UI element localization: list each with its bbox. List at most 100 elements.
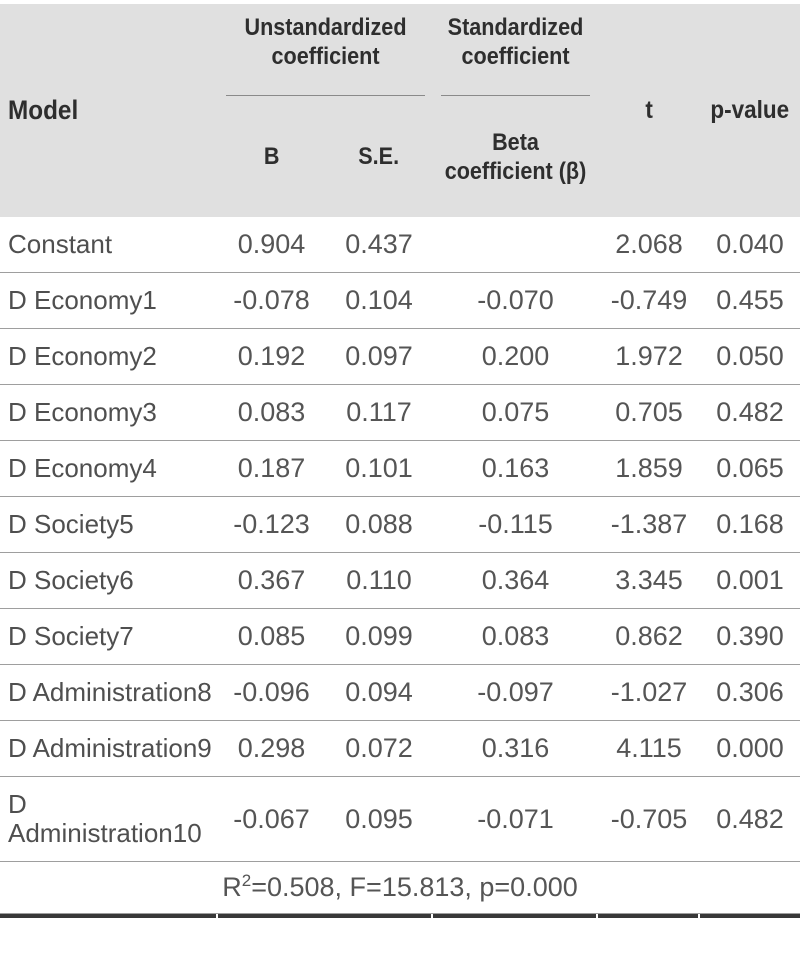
model-fit-r-superscript: 2 (241, 871, 252, 890)
beta-cell: 0.163 (481, 453, 550, 483)
p-value-cell: 0.040 (716, 229, 784, 259)
beta-cell: 0.075 (481, 397, 550, 427)
regression-table: Model Unstandardized coefficient Standar… (0, 4, 800, 914)
model-fit-r: R (222, 872, 242, 902)
p-value-cell: 0.455 (716, 285, 784, 315)
model-cell: D Administration10 (8, 789, 202, 848)
t-cell: 3.345 (615, 565, 683, 595)
beta-cell (433, 217, 598, 273)
table-row: D Economy2 0.192 0.097 0.200 1.972 0.050 (0, 329, 800, 385)
bottom-border-segment-beta (433, 914, 598, 918)
t-cell: 0.705 (615, 397, 683, 427)
unstandardized-group-inner: Unstandardized coefficient (218, 4, 433, 96)
se-cell: 0.072 (345, 733, 413, 763)
beta-cell: -0.097 (477, 677, 554, 707)
header-se: S.E. (325, 96, 433, 217)
table-row: D Economy3 0.083 0.117 0.075 0.705 0.482 (0, 385, 800, 441)
model-cell: D Economy2 (8, 341, 157, 371)
table-row: D Society7 0.085 0.099 0.083 0.862 0.390 (0, 609, 800, 665)
se-cell: 0.097 (345, 341, 413, 371)
t-cell: -1.387 (610, 509, 688, 539)
beta-cell: 0.200 (481, 341, 550, 371)
table-header: Model Unstandardized coefficient Standar… (0, 4, 800, 217)
header-beta: Beta coefficient (β) (433, 96, 598, 217)
b-cell: 0.085 (237, 621, 306, 651)
header-sub-row: B S.E. Beta coefficient (β) (0, 96, 800, 217)
header-b: B (218, 96, 325, 217)
table-row: D Society5 -0.123 0.088 -0.115 -1.387 0.… (0, 497, 800, 553)
bottom-border-segment-p (700, 914, 800, 918)
t-cell: 4.115 (616, 733, 682, 763)
p-value-cell: 0.000 (716, 733, 784, 763)
t-cell: 2.068 (615, 229, 683, 259)
model-cell: D Economy3 (8, 397, 157, 427)
model-cell: D Society6 (8, 565, 134, 595)
standardized-group-label: Standardized coefficient (447, 14, 584, 70)
beta-cell: -0.071 (477, 803, 554, 834)
t-cell: 1.859 (615, 453, 683, 483)
b-cell: -0.067 (233, 803, 310, 834)
p-value-cell: 0.306 (716, 677, 784, 707)
table-body: Constant 0.904 0.437 2.068 0.040 D Econo… (0, 217, 800, 862)
se-cell: 0.437 (345, 229, 413, 259)
t-cell: -0.705 (610, 803, 688, 834)
se-cell: 0.110 (346, 565, 412, 595)
t-cell: -1.027 (610, 677, 688, 707)
se-cell: 0.088 (345, 509, 413, 539)
b-cell: 0.367 (237, 565, 306, 595)
bottom-border-segment-model (0, 914, 218, 918)
header-model: Model (0, 4, 218, 217)
p-value-cell: 0.482 (716, 803, 784, 834)
beta-cell: -0.115 (478, 509, 553, 539)
table-row: D Society6 0.367 0.110 0.364 3.345 0.001 (0, 553, 800, 609)
bottom-border-segment-unstandardized (218, 914, 433, 918)
model-cell: D Society5 (8, 509, 134, 539)
b-cell: 0.192 (237, 341, 306, 371)
b-cell: 0.083 (237, 397, 306, 427)
se-cell: 0.104 (345, 285, 413, 315)
beta-cell: 0.083 (481, 621, 550, 651)
p-value-cell: 0.065 (716, 453, 784, 483)
table-row: D Administration10 -0.067 0.095 -0.071 -… (0, 777, 800, 862)
table-footer: R2=0.508, F=15.813, p=0.000 (0, 862, 800, 914)
p-value-cell: 0.050 (716, 341, 784, 371)
p-value-cell: 0.482 (716, 397, 784, 427)
model-cell: Constant (8, 229, 113, 259)
t-cell: 1.972 (615, 341, 683, 371)
se-cell: 0.101 (345, 453, 413, 483)
p-value-cell: 0.168 (716, 509, 784, 539)
header-group-row: Model Unstandardized coefficient Standar… (0, 4, 800, 217)
beta-cell: -0.070 (477, 285, 554, 315)
header-model-label: Model (8, 95, 79, 125)
beta-cell: 0.364 (481, 565, 550, 595)
model-cell: D Economy1 (8, 285, 157, 315)
model-fit-cell: R2=0.508, F=15.813, p=0.000 (0, 862, 800, 914)
header-p-value: p-value (700, 4, 800, 217)
header-t: t (598, 4, 700, 217)
table-row: Constant 0.904 0.437 2.068 0.040 (0, 217, 800, 273)
se-cell: 0.095 (345, 803, 413, 834)
table-row: D Administration9 0.298 0.072 0.316 4.11… (0, 721, 800, 777)
standardized-group-rule (441, 95, 590, 96)
table-row: D Administration8 -0.096 0.094 -0.097 -1… (0, 665, 800, 721)
t-cell: 0.862 (615, 621, 683, 651)
table-row: D Economy4 0.187 0.101 0.163 1.859 0.065 (0, 441, 800, 497)
beta-cell: 0.316 (481, 733, 550, 763)
se-cell: 0.117 (346, 397, 412, 427)
b-cell: 0.298 (237, 733, 306, 763)
table-row: D Economy1 -0.078 0.104 -0.070 -0.749 0.… (0, 273, 800, 329)
b-cell: -0.123 (233, 509, 310, 539)
model-cell: D Administration9 (8, 733, 212, 763)
unstandardized-group-label: Unstandardized coefficient (244, 14, 407, 70)
p-value-cell: 0.001 (716, 565, 784, 595)
model-cell: D Administration8 (8, 677, 212, 707)
model-fit-values: =0.508, F=15.813, p=0.000 (251, 872, 578, 902)
model-cell: D Society7 (8, 621, 134, 651)
unstandardized-group-rule (226, 95, 425, 96)
p-value-cell: 0.390 (716, 621, 784, 651)
se-cell: 0.094 (345, 677, 413, 707)
b-cell: -0.096 (233, 677, 310, 707)
table-bottom-border (0, 914, 800, 918)
model-fit-row: R2=0.508, F=15.813, p=0.000 (0, 862, 800, 914)
